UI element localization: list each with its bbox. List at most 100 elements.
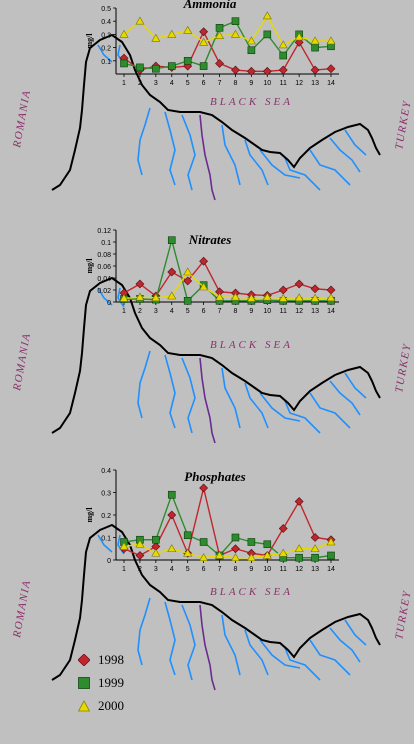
marker-diamond <box>278 285 288 295</box>
y-tick-label: 0.1 <box>101 536 111 543</box>
x-tick-label: 14 <box>327 80 335 87</box>
marker-diamond <box>310 284 320 294</box>
marker-triangle <box>294 32 304 41</box>
x-tick-label: 4 <box>170 80 174 87</box>
river-line <box>259 149 301 179</box>
marker-square <box>152 64 160 73</box>
y-tick-label: 0.4 <box>101 468 111 475</box>
map-panel-2: ROMANIA BLACK SEA TURKEY <box>11 276 414 444</box>
marker-square <box>247 538 256 546</box>
marker-triangle <box>151 33 161 42</box>
marker-diamond <box>278 65 288 75</box>
coastline <box>51 523 381 681</box>
x-tick-label: 10 <box>263 566 271 573</box>
marker-square <box>263 540 272 549</box>
marker-triangle <box>119 541 129 550</box>
chart-nitrates: 00.020.040.060.080.10.121 2 3 4 5 6 7 8 9 10 11 12 1… <box>85 228 339 315</box>
marker-triangle <box>310 544 320 553</box>
marker-diamond <box>326 285 336 295</box>
marker-diamond <box>135 279 145 289</box>
marker-diamond <box>199 27 209 37</box>
marker-triangle <box>183 267 193 276</box>
y-tick-label: 0.06 <box>97 264 111 271</box>
maps-layer: ROMANIA BLACK SEA TURKEY ROMANIA BLACK SEA TU… <box>11 33 414 691</box>
x-tick-label: 6 <box>202 80 206 87</box>
marker-square <box>295 553 303 562</box>
y-tick-label: 0.2 <box>101 46 111 53</box>
chart-title: Ammonia <box>183 0 237 11</box>
label-black-sea: BLACK SEA <box>210 339 293 351</box>
marker-square <box>231 17 240 26</box>
legend-item-1999: 1999 <box>78 673 198 693</box>
label-black-sea: BLACK SEA <box>210 96 293 108</box>
y-tick-label: 0.3 <box>101 491 111 498</box>
marker-square <box>311 43 319 52</box>
marker-diamond <box>246 66 256 76</box>
x-tick-label: 11 <box>280 80 287 87</box>
y-tick-label: 0 <box>107 300 111 307</box>
label-turkey: TURKEY <box>393 99 414 151</box>
marker-square <box>263 30 272 39</box>
x-tick-label: 10 <box>263 80 271 87</box>
marker-square <box>167 62 176 70</box>
marker-triangle <box>230 553 240 562</box>
x-tick-label: 3 <box>154 80 158 87</box>
marker-diamond <box>278 524 288 533</box>
marker-square <box>199 62 208 70</box>
x-tick-label: 1 <box>122 80 126 87</box>
river-line <box>344 619 367 646</box>
y-tick-label: 0.02 <box>97 288 111 295</box>
river-line <box>199 357 216 444</box>
marker-diamond <box>135 551 145 560</box>
x-tick-label: 4 <box>170 566 174 573</box>
x-tick-label: 13 <box>311 308 319 315</box>
river-line <box>117 287 125 308</box>
river-line <box>221 124 241 186</box>
marker-diamond <box>215 59 224 68</box>
x-tick-label: 9 <box>249 308 253 315</box>
marker-triangle <box>215 31 225 40</box>
marker-triangle <box>278 40 288 49</box>
river-line <box>344 372 367 399</box>
marker-triangle <box>199 282 209 291</box>
x-tick-label: 9 <box>249 80 253 87</box>
marker-triangle <box>310 36 320 45</box>
river-line <box>137 597 151 666</box>
marker-square <box>279 51 288 60</box>
x-tick-label: 14 <box>327 308 335 315</box>
river-line <box>221 367 241 429</box>
x-tick-label: 1 <box>122 308 126 315</box>
marker-triangle <box>135 292 145 301</box>
marker-triangle <box>294 544 304 553</box>
legend: 1998 1999 2000 <box>78 650 198 719</box>
river-line <box>259 639 301 669</box>
river-line <box>329 380 361 416</box>
marker-triangle <box>167 544 177 553</box>
marker-square <box>183 296 192 305</box>
marker-triangle <box>262 11 272 20</box>
x-tick-label: 7 <box>218 566 222 573</box>
x-tick-label: 8 <box>234 80 238 87</box>
marker-triangle <box>151 548 161 557</box>
marker-diamond <box>167 267 177 277</box>
marker-triangle <box>151 293 161 302</box>
river-line <box>164 111 176 186</box>
y-tick-label: 0.1 <box>101 240 111 247</box>
chart-phosphates: 00.10.20.30.41 2 3 4 5 6 7 8 9 10 11 12 13 14mg/lPhos… <box>85 468 339 573</box>
river-line <box>181 604 196 681</box>
river-line <box>164 601 176 676</box>
y-axis-label: mg/l <box>85 258 94 274</box>
river-line <box>137 350 151 419</box>
river-line <box>137 107 151 176</box>
river-line <box>97 44 113 63</box>
x-tick-label: 8 <box>234 308 238 315</box>
marker-square <box>231 533 240 542</box>
x-tick-label: 5 <box>186 308 190 315</box>
marker-triangle <box>230 29 240 38</box>
marker-triangle <box>246 553 256 562</box>
x-tick-label: 6 <box>202 308 206 315</box>
label-romania: ROMANIA <box>11 332 33 393</box>
marker-diamond <box>167 510 177 520</box>
river-line <box>344 129 367 156</box>
marker-square <box>311 553 319 562</box>
